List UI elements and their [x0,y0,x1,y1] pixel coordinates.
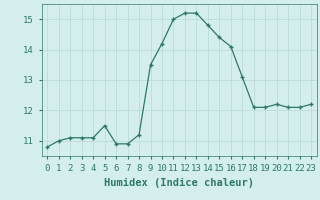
X-axis label: Humidex (Indice chaleur): Humidex (Indice chaleur) [104,178,254,188]
